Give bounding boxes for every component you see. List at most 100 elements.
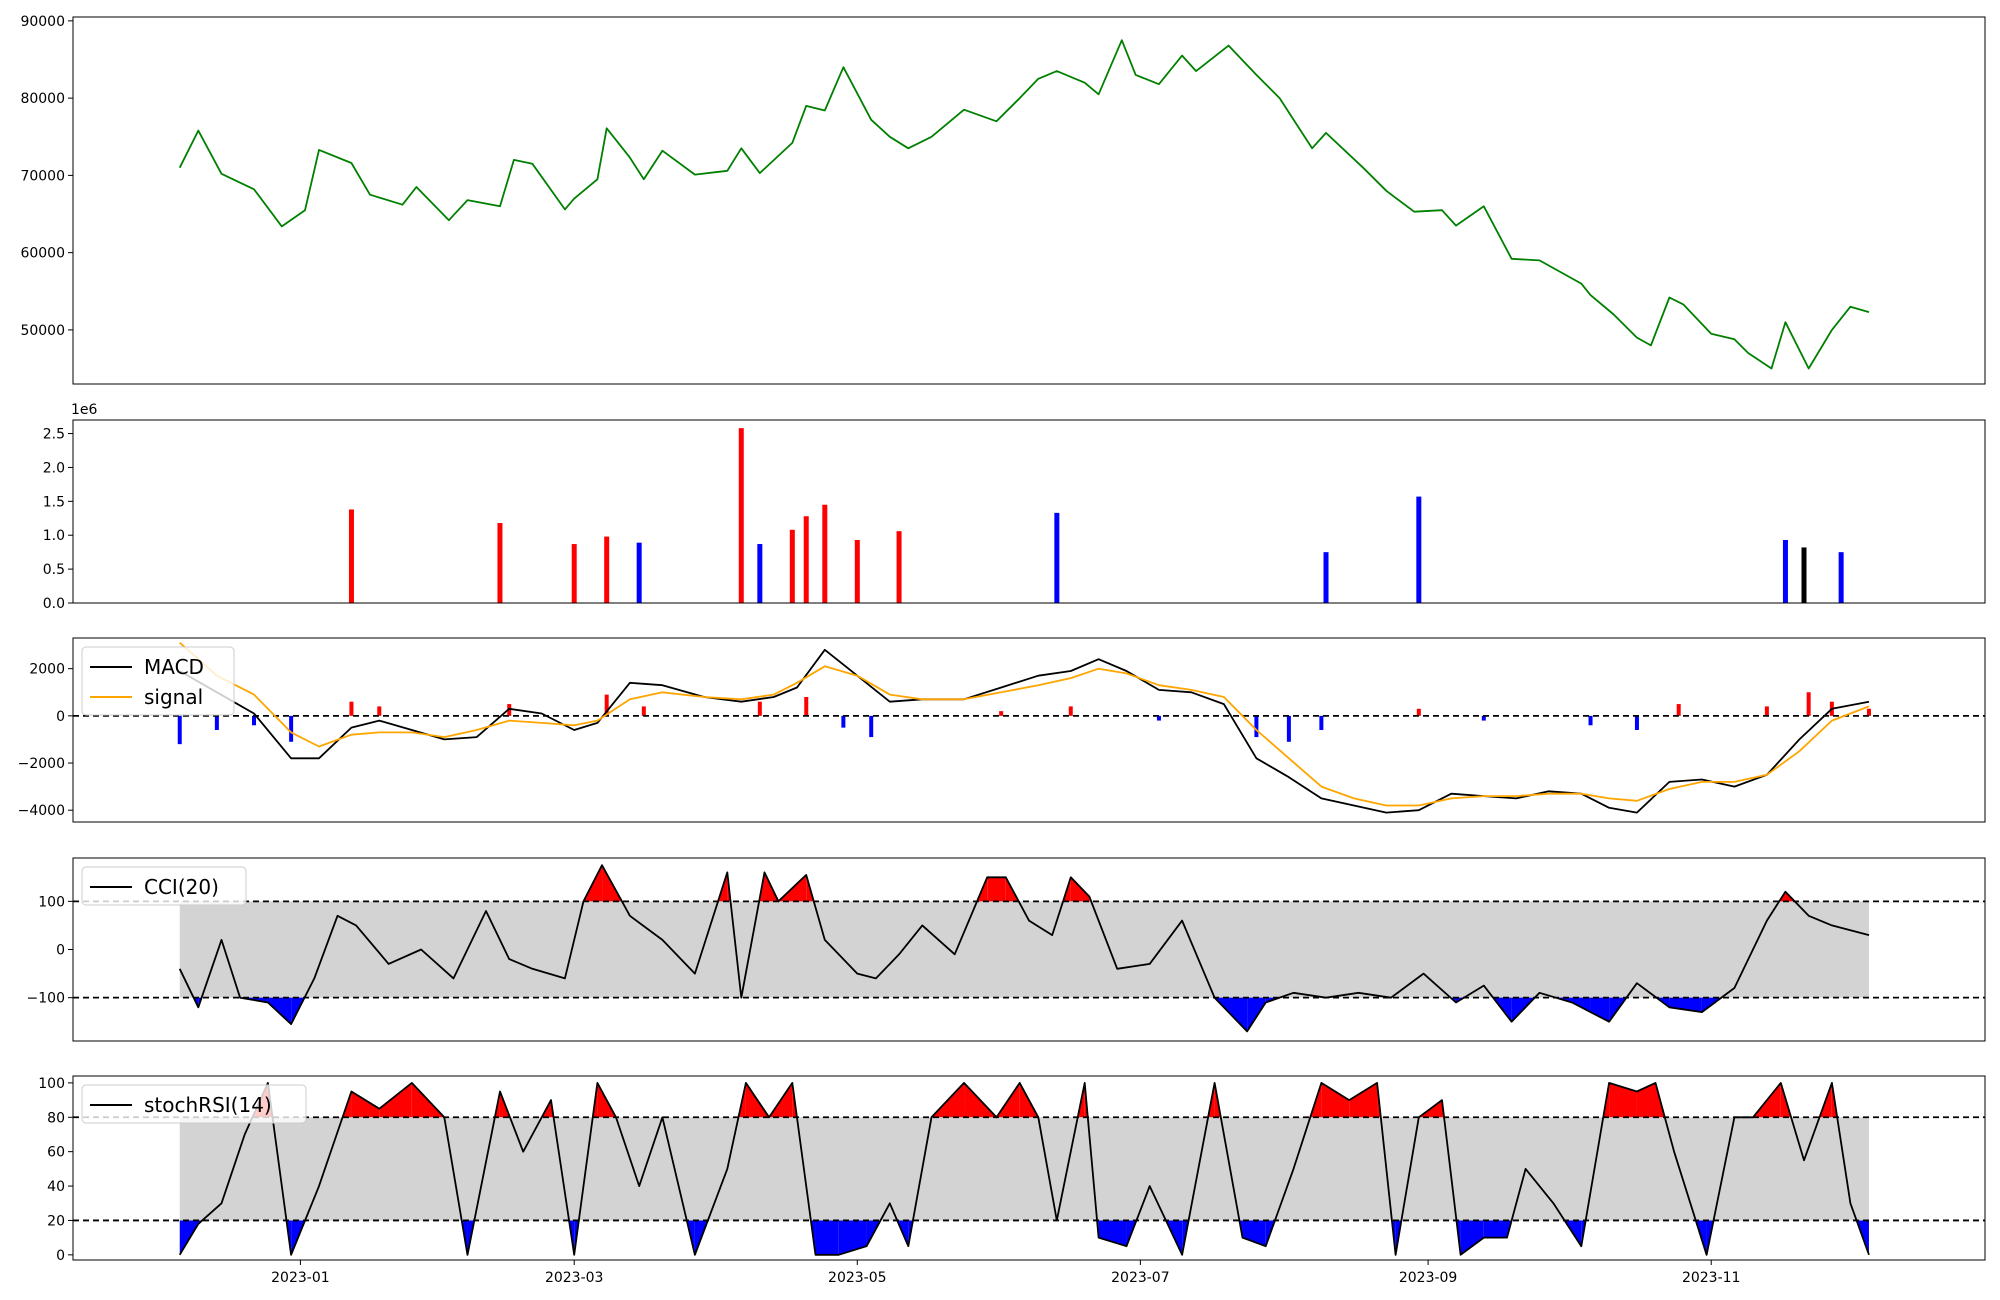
overbought-fill (1636, 1082, 1656, 1118)
volume-bar (854, 539, 860, 603)
overbought-fill (987, 877, 1006, 902)
y-tick-label: 20 (47, 1213, 65, 1229)
x-tick-label: 2023-07 (1111, 1270, 1170, 1286)
macd-histogram-bar (1068, 706, 1073, 716)
volume-bar (789, 529, 795, 603)
macd-histogram-bar (1866, 708, 1871, 716)
macd-histogram-bar (1634, 715, 1639, 730)
y-tick-label: 0 (56, 709, 65, 725)
y-tick-label: 40 (47, 1179, 65, 1195)
legend-box (81, 866, 247, 906)
volume-bar (1838, 552, 1844, 603)
y-tick-label: 2.0 (43, 460, 65, 476)
x-tick-label: 2023-11 (1682, 1270, 1741, 1286)
volume-bar (1801, 547, 1807, 603)
volume-bar (803, 516, 809, 603)
oversold-fill (838, 1220, 867, 1255)
volume-bar (738, 428, 744, 603)
volume-bar (757, 544, 763, 603)
volume-bar (1416, 496, 1422, 603)
macd-histogram-bar (1254, 715, 1259, 738)
macd-histogram-bar (757, 701, 762, 716)
macd-histogram-bar (251, 715, 256, 726)
y-tick-label: −4000 (18, 803, 65, 819)
overbought-fill (1349, 1082, 1378, 1118)
y-tick-label: 60000 (20, 246, 65, 262)
volume-bar (348, 509, 354, 603)
y-tick-label: 0 (56, 943, 65, 959)
y-tick-label: 2000 (29, 662, 65, 678)
macd-histogram-bar (349, 701, 354, 716)
panel-price: 50000 60000 70000 80000 90000 (20, 14, 1986, 385)
x-axis: 2023-01 2023-03 2023-05 2023-07 2023-09 2023-… (271, 1260, 1740, 1286)
volume-bar (571, 544, 577, 603)
macd-histogram-bar (804, 696, 809, 716)
macd-histogram-bar (377, 706, 382, 716)
overbought-fill (1609, 1082, 1637, 1118)
volume-bar (896, 531, 902, 603)
x-tick-label: 2023-01 (271, 1270, 330, 1286)
y-tick-label: 1.0 (43, 528, 65, 544)
panel-macd: −4000 −2000 0 2000 MACD signal (18, 637, 1986, 823)
macd-histogram-bar (841, 715, 846, 728)
macd-histogram-bar (289, 715, 294, 742)
macd-histogram-bar (1319, 715, 1324, 730)
macd-histogram-bar (604, 694, 609, 716)
scale-label: 1e6 (71, 402, 98, 418)
y-tick-label: 80 (47, 1110, 65, 1126)
volume-bar (1054, 512, 1060, 603)
volume-bar (497, 523, 503, 603)
y-tick-label: 70000 (20, 168, 65, 184)
volume-bar (1782, 539, 1788, 603)
series-line-stochrsi-14 (178, 1082, 1870, 1256)
y-tick-label: 100 (38, 1076, 65, 1092)
y-tick-label: 1.5 (43, 494, 65, 510)
panel-frame (72, 637, 1986, 823)
overbought-fill (351, 1091, 380, 1118)
legend-label: signal (144, 685, 203, 709)
panel-frame (72, 1075, 1986, 1261)
macd-histogram-bar (1588, 715, 1593, 726)
neutral-band (179, 1117, 1869, 1221)
y-tick-label: 90000 (20, 14, 65, 30)
macd-histogram-bar (1481, 715, 1486, 721)
x-tick-label: 2023-05 (828, 1270, 887, 1286)
macd-histogram-bar (1806, 692, 1811, 716)
legend-label: MACD (144, 655, 204, 679)
x-tick-label: 2023-09 (1399, 1270, 1458, 1286)
panel-stochrsi: 0 20 40 60 80 100 stochRSI(14) (38, 1075, 1986, 1264)
macd-histogram-bar (1764, 706, 1769, 716)
volume-bar (636, 542, 642, 603)
legend-label: stochRSI(14) (144, 1093, 272, 1117)
panel-frame (72, 16, 1986, 385)
volume-bar (822, 504, 828, 603)
macd-histogram-bar (999, 711, 1004, 716)
y-tick-label: 0.0 (43, 596, 65, 612)
volume-bar (1323, 552, 1329, 603)
series-line-macd (179, 648, 1870, 814)
x-tick-label: 2023-03 (545, 1270, 604, 1286)
y-tick-label: 0.5 (43, 562, 65, 578)
y-tick-label: 50000 (20, 323, 65, 339)
oversold-fill (1590, 997, 1610, 1022)
y-tick-label: 60 (47, 1145, 65, 1161)
macd-histogram-bar (214, 715, 219, 730)
oversold-fill (1460, 1220, 1484, 1255)
y-tick-label: 0 (56, 1248, 65, 1264)
legend-label: CCI(20) (144, 875, 219, 899)
macd-histogram-bar (1416, 708, 1421, 716)
series-line-price (178, 39, 1870, 370)
overbought-fill (379, 1082, 412, 1118)
y-tick-label: 2.5 (43, 427, 65, 443)
oversold-fill (1571, 997, 1591, 1013)
y-tick-label: −2000 (18, 756, 65, 772)
macd-histogram-bar (869, 715, 874, 738)
macd-histogram-bar (1676, 704, 1681, 716)
overbought-fill (1321, 1082, 1350, 1118)
oversold-fill (815, 1220, 839, 1255)
legend-box (81, 1084, 307, 1124)
macd-histogram-bar (641, 706, 646, 716)
series-line-cci-20 (178, 864, 1870, 1033)
oversold-fill (1242, 1220, 1266, 1247)
oversold-fill (1483, 1220, 1507, 1238)
